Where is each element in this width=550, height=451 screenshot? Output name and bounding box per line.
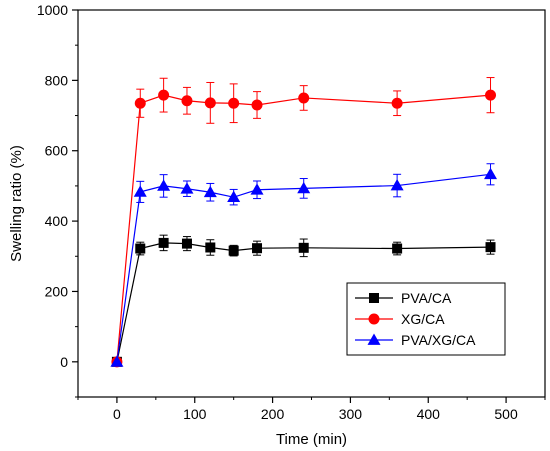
series-line (116, 94, 491, 362)
data-point (392, 243, 403, 254)
data-point (297, 181, 311, 194)
data-point (204, 97, 216, 109)
data-point (203, 185, 217, 198)
y-tick-label: 1000 (37, 2, 68, 18)
legend-entry: PVA/CA (355, 290, 452, 306)
data-point (180, 182, 194, 194)
y-tick-label: 200 (45, 283, 69, 299)
y-tick-label: 400 (45, 213, 69, 229)
x-axis-label: Time (min) (276, 431, 347, 448)
series-xg-ca (111, 77, 497, 368)
series-pva-xg-ca (110, 163, 498, 367)
y-tick-label: 0 (60, 354, 68, 370)
legend-marker (369, 293, 379, 303)
y-tick-label: 600 (45, 143, 69, 159)
legend-entry: XG/CA (355, 311, 445, 327)
data-point (484, 167, 498, 180)
legend-label: XG/CA (401, 311, 445, 327)
series-line (116, 173, 491, 362)
data-point (181, 238, 192, 249)
data-point (251, 99, 263, 111)
x-tick-label: 300 (339, 406, 363, 422)
legend-entry: PVA/XG/CA (355, 332, 476, 348)
data-point (158, 237, 169, 248)
series-line (116, 242, 491, 362)
x-tick-label: 500 (494, 406, 518, 422)
data-point (485, 89, 497, 101)
data-point (250, 183, 264, 195)
data-point (158, 89, 170, 101)
data-point (181, 95, 193, 107)
legend-label: PVA/XG/CA (401, 332, 476, 348)
data-point (228, 97, 240, 109)
data-point (227, 190, 241, 203)
legend-label: PVA/CA (401, 290, 452, 306)
data-point (205, 242, 216, 253)
data-point (485, 242, 496, 253)
data-point (157, 179, 171, 191)
y-axis-label: Swelling ratio (%) (8, 145, 25, 262)
y-tick-label: 800 (45, 72, 69, 88)
data-point (390, 179, 404, 191)
data-point (110, 355, 124, 367)
data-point (391, 97, 403, 109)
x-tick-label: 100 (183, 406, 207, 422)
data-point (135, 243, 146, 254)
x-tick-label: 200 (261, 406, 285, 422)
legend-marker (368, 313, 380, 325)
legend-marker (367, 333, 381, 345)
legend: PVA/CA XG/CA PVA/XG/CA (346, 282, 506, 356)
data-point (298, 242, 309, 253)
data-point (133, 185, 147, 197)
data-point (134, 97, 146, 109)
series-layer (110, 77, 498, 368)
axes: 0 100 200 300 400 500 0 200 400 600 800 1000 (37, 2, 546, 422)
data-point (252, 243, 263, 254)
x-tick-label: 0 (113, 406, 121, 422)
data-point (228, 245, 239, 256)
data-point (298, 92, 310, 104)
x-tick-label: 400 (417, 406, 441, 422)
